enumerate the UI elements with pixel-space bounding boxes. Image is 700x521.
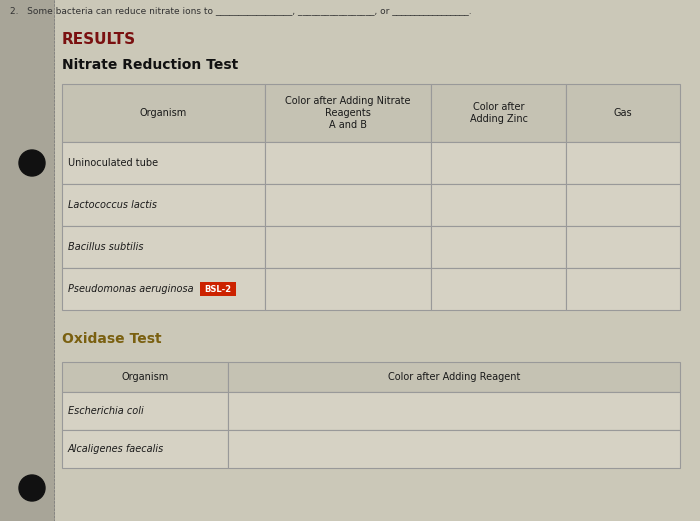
Bar	[431, 142, 566, 184]
Bar	[566, 142, 680, 184]
Bar	[228, 430, 680, 468]
Text: Pseudomonas aeruginosa: Pseudomonas aeruginosa	[68, 284, 194, 294]
Text: Color after
Adding Zinc: Color after Adding Zinc	[470, 102, 528, 124]
Bar	[62, 268, 265, 310]
Bar	[566, 184, 680, 226]
Text: Color after Adding Nitrate
Reagents
A and B: Color after Adding Nitrate Reagents A an…	[286, 96, 411, 130]
Text: Uninoculated tube: Uninoculated tube	[68, 158, 158, 168]
Bar	[431, 84, 566, 142]
Text: Color after Adding Reagent: Color after Adding Reagent	[388, 372, 520, 382]
Bar	[62, 430, 228, 468]
Bar	[62, 142, 265, 184]
Bar	[265, 142, 431, 184]
Circle shape	[19, 150, 45, 176]
Text: Oxidase Test: Oxidase Test	[62, 332, 162, 346]
Text: Organism: Organism	[121, 372, 169, 382]
Bar	[431, 184, 566, 226]
Bar	[265, 84, 431, 142]
Text: Bacillus subtilis: Bacillus subtilis	[68, 242, 144, 252]
Bar	[62, 392, 228, 430]
Text: Gas: Gas	[614, 108, 632, 118]
Bar	[62, 226, 265, 268]
Bar	[431, 226, 566, 268]
Bar	[265, 226, 431, 268]
Bar	[200, 282, 236, 296]
Bar	[566, 226, 680, 268]
Circle shape	[19, 475, 45, 501]
Text: Lactococcus lactis: Lactococcus lactis	[68, 200, 157, 210]
Bar	[566, 268, 680, 310]
Bar	[228, 362, 680, 392]
Text: Alcaligenes faecalis: Alcaligenes faecalis	[68, 444, 164, 454]
Bar	[62, 362, 228, 392]
Text: BSL-2: BSL-2	[204, 284, 232, 293]
Bar	[431, 268, 566, 310]
Bar	[62, 84, 265, 142]
Text: Escherichia coli: Escherichia coli	[68, 406, 144, 416]
Bar	[228, 392, 680, 430]
Text: Organism: Organism	[140, 108, 187, 118]
Text: 2.   Some bacteria can reduce nitrate ions to _________________, _______________: 2. Some bacteria can reduce nitrate ions…	[10, 6, 472, 15]
Bar	[62, 184, 265, 226]
Bar	[0, 0, 55, 521]
Text: RESULTS: RESULTS	[62, 32, 136, 47]
Bar	[566, 84, 680, 142]
Bar	[265, 268, 431, 310]
Text: Nitrate Reduction Test: Nitrate Reduction Test	[62, 58, 238, 72]
Bar	[265, 184, 431, 226]
